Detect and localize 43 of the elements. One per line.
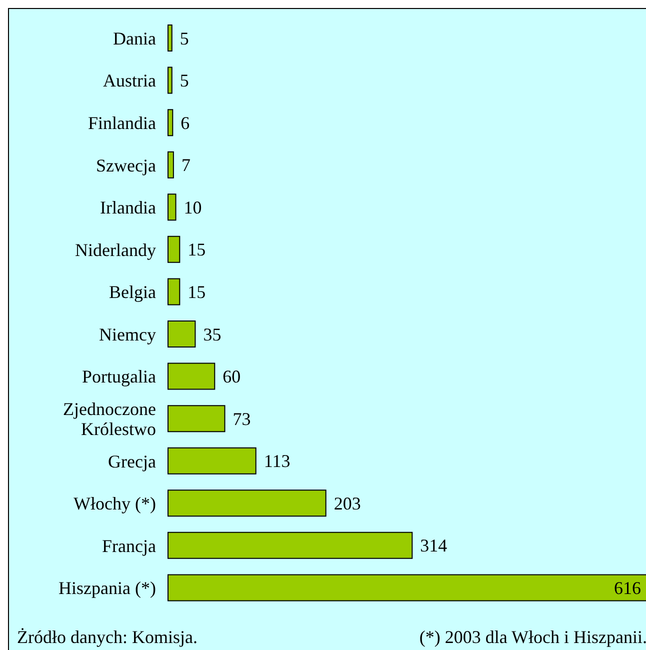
data-label: 113 <box>264 451 290 472</box>
y-tick-label: Włochy (*) <box>74 494 156 514</box>
data-label: 5 <box>180 70 189 91</box>
bar <box>168 24 172 52</box>
y-tick-label: Irlandia <box>100 198 156 218</box>
y-tick-label: Szwecja <box>96 155 156 176</box>
data-label: 10 <box>184 197 202 218</box>
y-tick-label: Portugalia <box>82 366 156 387</box>
bar <box>168 447 256 474</box>
data-label: 616 <box>614 578 641 598</box>
bar <box>168 532 413 559</box>
y-tick-label: Grecja <box>108 451 156 472</box>
annotation: (*) 2003 dla Włoch i Hiszpanii. <box>419 627 646 648</box>
bar <box>168 320 196 348</box>
y-tick-label: Austria <box>103 70 156 91</box>
bar <box>168 362 216 390</box>
y-tick-label: Hiszpania (*) <box>58 578 156 598</box>
bar <box>168 109 174 136</box>
y-tick-label: Finlandia <box>88 113 156 134</box>
y-tick-label: Dania <box>113 28 156 48</box>
bar <box>168 405 226 432</box>
data-label: 73 <box>232 408 251 429</box>
bar <box>168 278 180 306</box>
data-label: 60 <box>222 366 241 387</box>
bar <box>168 194 176 221</box>
bar <box>168 151 174 178</box>
bar <box>168 66 172 94</box>
y-tick-label: Zjednoczone Królestwo <box>63 399 156 440</box>
bar <box>168 236 180 263</box>
data-label: 7 <box>181 155 190 176</box>
y-tick-label: Francja <box>102 536 156 556</box>
bar <box>168 490 326 517</box>
annotation: Żródło danych: Komisja. <box>17 627 198 648</box>
data-label: 314 <box>420 536 448 556</box>
data-label: 35 <box>203 324 222 344</box>
data-label: 15 <box>188 282 206 302</box>
data-label: 15 <box>188 240 206 260</box>
data-label: 6 <box>180 112 190 133</box>
y-tick-label: Niderlandy <box>75 240 156 260</box>
data-label: 5 <box>180 28 189 48</box>
y-tick-label: Niemcy <box>99 324 156 344</box>
y-tick-label: Belgia <box>109 282 156 302</box>
data-label: 203 <box>334 493 361 514</box>
